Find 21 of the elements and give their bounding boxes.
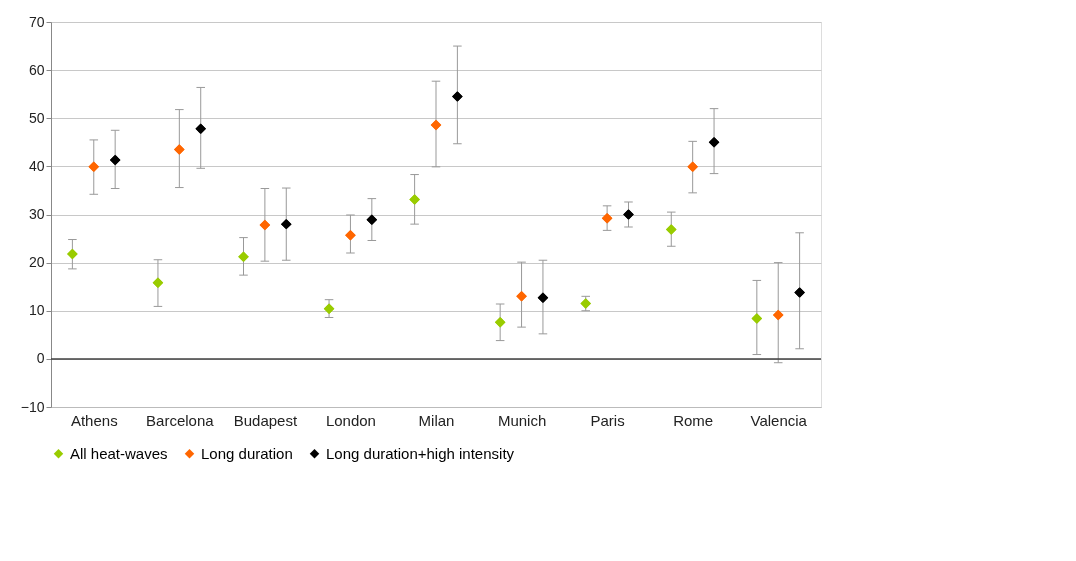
y-tick-label: 50 (28, 109, 45, 126)
x-tick-label: Budapest (233, 411, 298, 429)
y-tick-label: 0 (36, 350, 45, 367)
y-tick-label: 20 (28, 254, 45, 271)
x-tick-label: Barcelona (146, 411, 215, 429)
x-tick-label: London (325, 411, 376, 429)
y-tick-label: 30 (28, 206, 45, 222)
x-tick-label: Paris (590, 411, 625, 429)
y-tick-label: 40 (28, 157, 45, 174)
y-tick-label: −10 (20, 398, 45, 415)
x-tick-label: Rome (673, 411, 714, 429)
x-tick-label: Valencia (750, 411, 808, 429)
legend-label: All heat-waves (70, 444, 168, 462)
y-tick-label: 10 (28, 302, 45, 319)
legend-label: Long duration+high intensity (326, 444, 515, 462)
x-tick-label: Athens (70, 411, 118, 429)
y-tick-label: 60 (28, 61, 45, 78)
y-tick-label: 70 (28, 13, 45, 30)
x-tick-label: Milan (418, 411, 455, 429)
legend-label: Long duration (201, 444, 293, 462)
x-tick-label: Munich (497, 411, 547, 429)
